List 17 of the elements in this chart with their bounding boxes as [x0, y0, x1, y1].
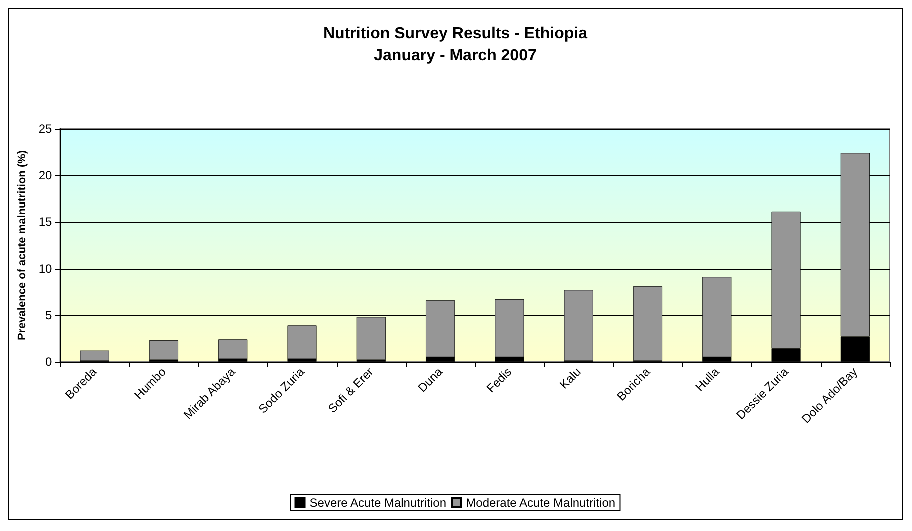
y-tick-label: 10 — [38, 262, 53, 276]
legend-label: Moderate Acute Malnutrition — [466, 496, 616, 510]
bar — [288, 326, 317, 360]
y-tick-label: 15 — [38, 215, 53, 230]
x-tick-label: Kalu — [556, 365, 584, 392]
x-tick-label: Sofi & Erer — [325, 365, 376, 416]
y-tick-label: 0 — [46, 355, 53, 369]
bar — [80, 350, 110, 362]
y-tick-label: 20 — [38, 168, 53, 183]
y-tick-label: 5 — [46, 308, 53, 322]
chart-subtitle: January - March 2007 — [374, 48, 537, 64]
chart-title: Nutrition Survey Results - Ethiopia — [323, 26, 588, 42]
bar — [149, 340, 178, 360]
y-axis-title: Prevalence of acute malnutrition (%) — [16, 150, 28, 341]
legend-label: Severe Acute Malnutrition — [310, 496, 447, 510]
y-tick-label: 25 — [38, 122, 53, 136]
bar — [218, 340, 248, 360]
